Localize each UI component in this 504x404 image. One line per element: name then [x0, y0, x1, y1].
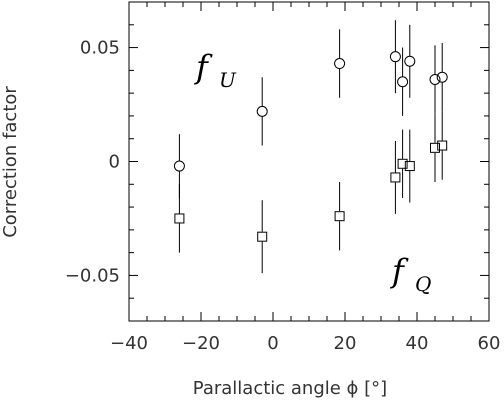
y-tick-label: 0: [109, 152, 120, 173]
annotation-fu-main: f: [194, 48, 213, 86]
labels-layer: −40 −20 0 20 40 60 −0.05 0 0.05: [65, 38, 501, 354]
data-point-square: [334, 211, 345, 222]
data-point-square: [257, 231, 268, 242]
series-fQ: [174, 111, 448, 274]
data-point-square: [397, 158, 408, 169]
y-tick-label: −0.05: [65, 265, 120, 286]
data-point-square: [174, 213, 185, 224]
data-point-circle: [173, 160, 185, 172]
y-tick-label: 0.05: [80, 38, 120, 59]
annotation-fu: f U: [194, 48, 237, 92]
data-point-square: [430, 142, 440, 153]
marks-layer: [173, 20, 448, 274]
x-tick-label: 0: [267, 333, 278, 354]
annotation-fq-sub: Q: [415, 272, 431, 296]
data-point-circle: [397, 76, 409, 88]
annotation-fq-main: f: [390, 252, 409, 290]
x-tick-label: 20: [334, 333, 357, 354]
y-axis-label: Correction factor: [0, 86, 21, 238]
data-point-circle: [429, 73, 441, 85]
x-tick-label: 40: [406, 333, 429, 354]
x-axis-label: Parallactic angle ϕ [°]: [193, 378, 387, 399]
x-tick-label: −20: [182, 333, 220, 354]
ticks-layer: [128, 1, 490, 322]
x-tick-label: 60: [478, 333, 501, 354]
data-point-circle: [334, 58, 346, 70]
plot-frame: [128, 1, 490, 322]
data-point-square: [404, 161, 415, 172]
data-point-square: [437, 140, 448, 151]
data-point-circle: [436, 71, 448, 83]
data-point-circle: [256, 105, 268, 117]
data-point-circle: [404, 55, 416, 67]
annotation-fu-sub: U: [219, 68, 237, 92]
data-point-circle: [389, 51, 401, 63]
x-tick-label: −40: [110, 333, 148, 354]
data-point-square: [390, 172, 401, 183]
series-fU: [173, 20, 448, 198]
annotation-fq: f Q: [390, 252, 431, 296]
